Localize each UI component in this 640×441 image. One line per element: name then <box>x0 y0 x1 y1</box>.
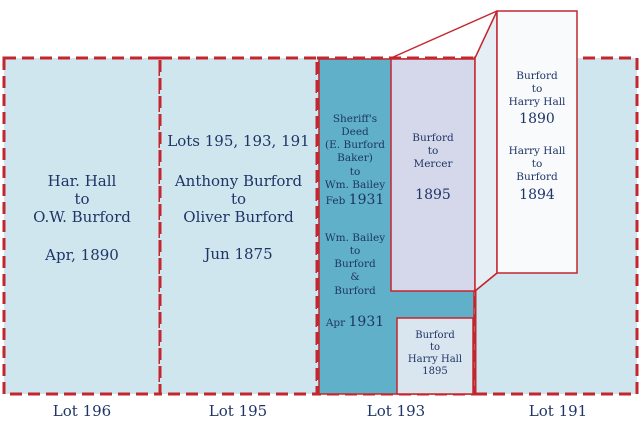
bailey-line-1: Wm. Bailey <box>324 232 386 244</box>
mercer-line-3: Mercer <box>413 158 453 171</box>
lot-196-grantor: Har. Hall <box>47 172 117 190</box>
mercer-year: 1895 <box>415 187 451 203</box>
sheriff-line-1: Sheriff's <box>332 113 378 125</box>
bailey-line-3: Burford <box>334 258 376 271</box>
small-box-line-3: Harry Hall <box>407 354 463 365</box>
callout-a-text: Burford to Harry Hall <box>497 70 577 109</box>
callout-b-year: 1894 <box>519 187 555 203</box>
harry-hall-1895-box <box>396 317 474 395</box>
callout-a-year: 1890 <box>519 111 555 127</box>
lot-196-deed: Har. Hall to O.W. Burford <box>4 172 160 226</box>
sheriff-line-4: Baker) <box>337 152 373 165</box>
mercer-line-2: to <box>427 145 439 158</box>
lot-196-grantee: O.W. Burford <box>33 208 131 226</box>
bailey-date: Apr 1931 <box>319 314 391 332</box>
sheriff-line-2: Deed <box>341 126 369 139</box>
callout-b-line-2: to <box>531 158 543 171</box>
lot-196-date: Apr, 1890 <box>45 246 119 264</box>
callout-a-line-1: Burford <box>516 70 558 82</box>
sheriff-date-month: Feb <box>325 194 346 207</box>
callout-b-text: Harry Hall to Burford <box>497 145 577 184</box>
lot-196-label: Lot 196 <box>52 402 112 420</box>
lot-195-date: Jun 1875 <box>204 245 273 263</box>
bailey-line-2: to <box>349 245 361 258</box>
bailey-deed-text: Wm. Bailey to Burford & Burford <box>319 232 391 298</box>
sheriff-deed-text: Sheriff's Deed (E. Burford Baker) to Wm.… <box>319 113 391 209</box>
lot-195-deed: Anthony Burford to Oliver Burford <box>160 172 317 226</box>
lot-195-lots-line: Lots 195, 193, 191 <box>167 132 310 150</box>
mercer-subparcel <box>390 58 476 292</box>
bailey-line-5: Burford <box>334 284 376 297</box>
lot-196-to: to <box>74 190 90 208</box>
sheriff-date-year: 1931 <box>348 191 385 208</box>
bailey-date-year: 1931 <box>348 314 385 330</box>
lot-195-grantor: Anthony Burford <box>174 172 303 190</box>
sheriff-line-3: (E. Burford <box>325 139 385 152</box>
mercer-line-1: Burford <box>412 132 454 144</box>
callout-a-line-3: Harry Hall <box>508 96 566 109</box>
small-box-line-1: Burford <box>415 330 455 341</box>
callout-box-front <box>496 10 578 274</box>
lot-195-label: Lot 195 <box>208 402 268 420</box>
small-box-line-4: 1895 <box>422 366 448 377</box>
lot-193-label: Lot 193 <box>366 402 426 420</box>
sheriff-date: Feb 1931 <box>319 192 391 210</box>
sheriff-line-5: to <box>349 165 361 178</box>
callout-b-line-1: Harry Hall <box>508 145 566 157</box>
callout-box-side <box>474 10 498 293</box>
lot-195-grantee: Oliver Burford <box>183 208 294 226</box>
callout-line-top <box>390 10 498 59</box>
lot-195-to: to <box>230 190 247 208</box>
callout-a-line-2: to <box>531 83 543 96</box>
lot-195-parcel <box>158 56 319 396</box>
lot-191-label: Lot 191 <box>528 402 588 420</box>
bailey-line-4: & <box>350 271 360 284</box>
mercer-deed-text: Burford to Mercer <box>391 132 475 171</box>
harry-hall-1895-text: Burford to Harry Hall 1895 <box>397 330 473 378</box>
bailey-date-month: Apr <box>325 317 346 329</box>
sheriff-line-6: Wm. Bailey <box>324 178 386 191</box>
small-box-line-2: to <box>429 342 441 353</box>
callout-b-line-3: Burford <box>516 171 558 184</box>
lot-196-parcel <box>2 56 162 396</box>
